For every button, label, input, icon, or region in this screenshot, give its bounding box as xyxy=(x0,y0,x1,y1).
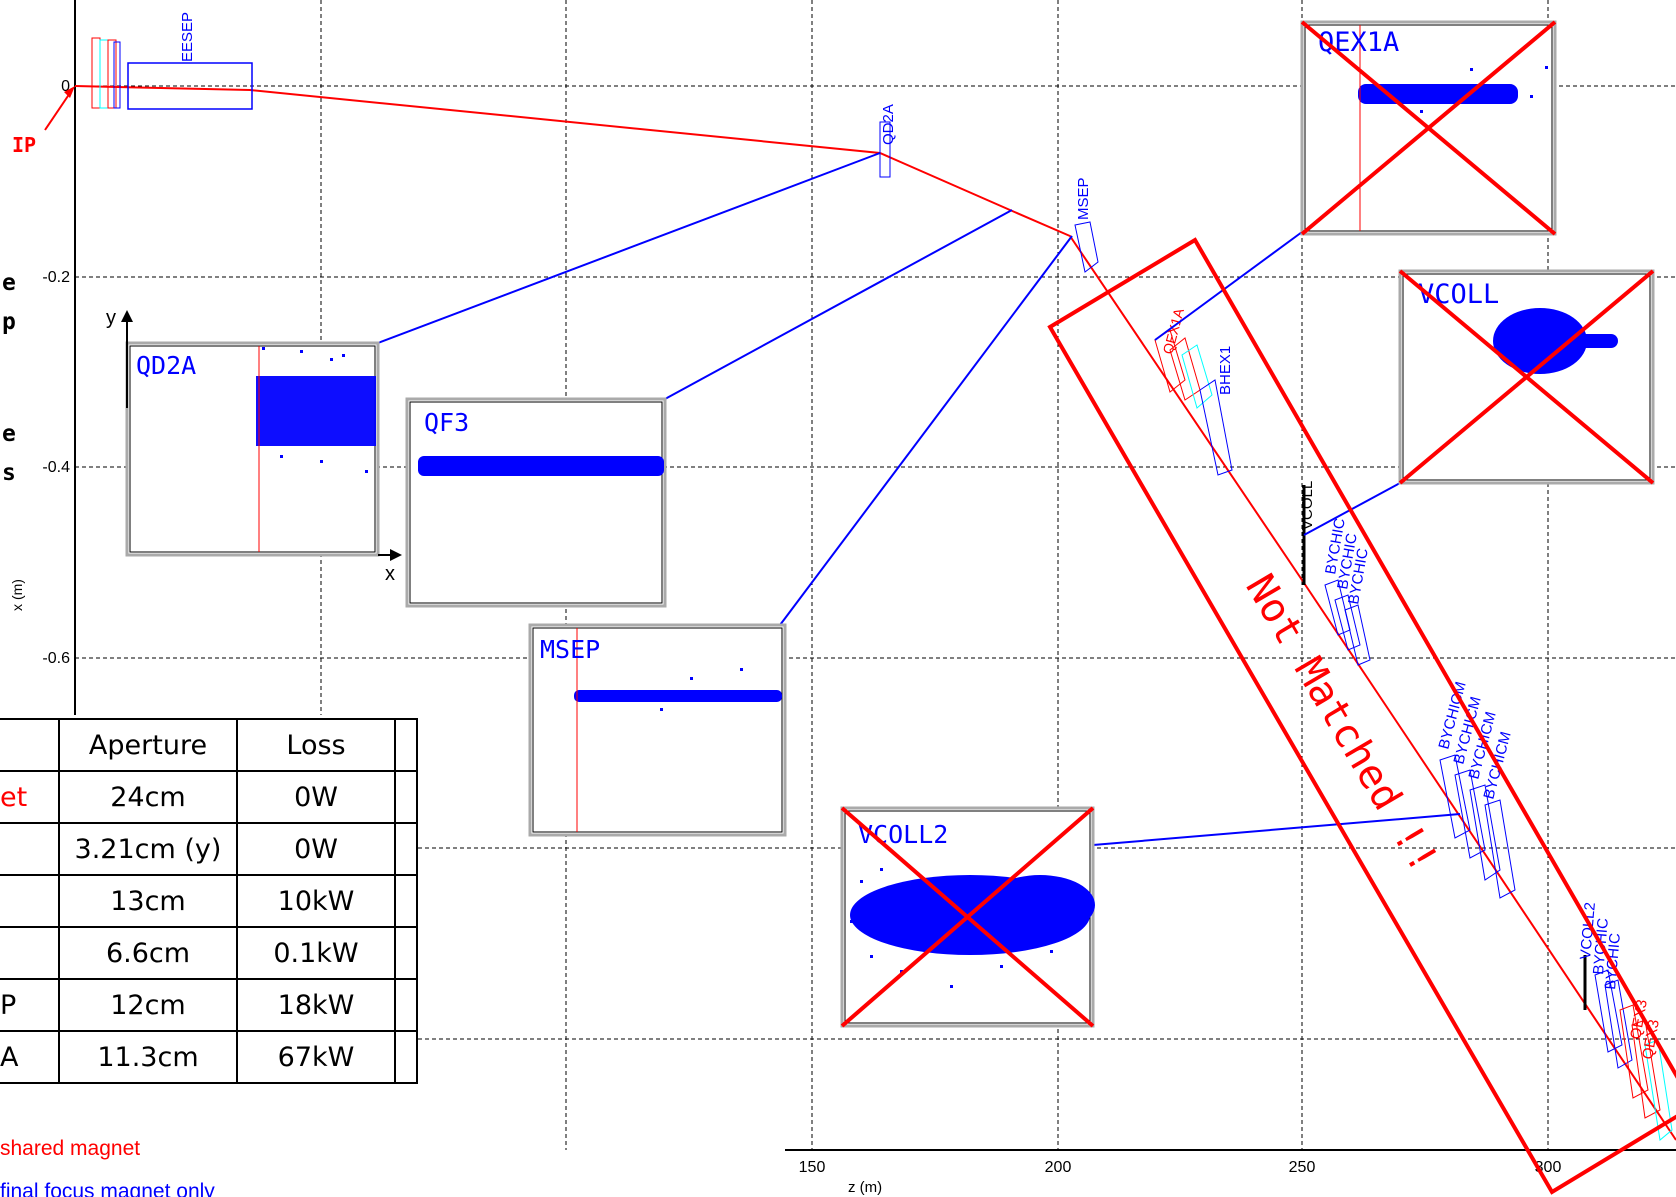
x-tick-label: 250 xyxy=(1289,1159,1316,1176)
table-row: 3.21cm (y) 0W xyxy=(0,822,418,876)
cross-mark xyxy=(1300,20,1557,236)
qex3-label: QEX3 xyxy=(1627,998,1651,1040)
svg-text:s: s xyxy=(2,460,16,486)
inset-vcoll2: VCOLL2 xyxy=(840,806,1095,1028)
table-cell-aperture: 12cm xyxy=(58,978,238,1032)
vcoll-element-label: VCOLL xyxy=(1299,481,1316,530)
msep-element: MSEP xyxy=(1074,177,1099,273)
qex3-label: QEX3 xyxy=(1639,1018,1663,1060)
table-cell-aperture: 13cm xyxy=(58,874,238,928)
table-cell-name: et xyxy=(0,770,60,824)
x-tick-label: 200 xyxy=(1045,1159,1072,1176)
ip-marker: IP xyxy=(12,86,75,157)
table-row: P 12cm 18kW xyxy=(0,978,418,1032)
table-spacer-cell xyxy=(394,822,418,876)
table-spacer-cell xyxy=(394,926,418,980)
table-cell-name: P xyxy=(0,978,60,1032)
connector-lines xyxy=(377,152,1461,846)
table-cell-name: A xyxy=(0,1030,60,1084)
table-header-cell: Loss xyxy=(236,718,396,772)
table-spacer-cell xyxy=(394,874,418,928)
legend-final-focus: final focus magnet only xyxy=(0,1180,215,1197)
x-tick-label: 150 xyxy=(799,1159,826,1176)
table-cell-name xyxy=(0,822,60,876)
ip-label: IP xyxy=(12,133,36,157)
table-cell-loss: 67kW xyxy=(236,1030,396,1084)
inset-msep: MSEP xyxy=(528,623,787,837)
y-tick-label: 0 xyxy=(61,78,70,95)
qd2a-element-label: QD2A xyxy=(880,104,897,145)
legend-shared: shared magnet xyxy=(0,1137,140,1160)
cross-mark xyxy=(840,806,1095,1028)
svg-text:e: e xyxy=(2,421,16,447)
table-cell-name xyxy=(0,926,60,980)
table-cell-aperture: 6.6cm xyxy=(58,926,238,980)
y-tick-label: -0.6 xyxy=(42,650,70,667)
inset-label: MSEP xyxy=(540,635,600,664)
table-row: et 24cm 0W xyxy=(0,770,418,824)
table-row: 6.6cm 0.1kW xyxy=(0,926,418,980)
qd2a-element: QD2A xyxy=(879,104,897,178)
inset-label: QD2A xyxy=(136,351,196,380)
left-notes: e p e s xyxy=(2,270,16,486)
table-row: A 11.3cm 67kW xyxy=(0,1030,418,1084)
inset-qf3: QF3 xyxy=(405,397,667,608)
table-cell-loss: 0W xyxy=(236,822,396,876)
ip-magnets: EESEP xyxy=(91,12,253,110)
table-header-row: Aperture Loss xyxy=(0,718,418,772)
table-header-cell xyxy=(0,718,60,772)
table-cell-loss: 0W xyxy=(236,770,396,824)
table-cell-loss: 18kW xyxy=(236,978,396,1032)
table-spacer-cell xyxy=(394,770,418,824)
bhex1-element-label: BHEX1 xyxy=(1217,346,1234,395)
svg-text:e: e xyxy=(2,270,16,296)
eesep-label: EESEP xyxy=(179,12,196,62)
table-cell-loss: 0.1kW xyxy=(236,926,396,980)
inset-qex1a: QEX1A xyxy=(1300,20,1557,236)
inset-label: QEX1A xyxy=(1318,27,1399,58)
legend: shared magnet final focus magnet only xyxy=(0,1137,215,1197)
cross-mark xyxy=(1398,269,1655,485)
msep-element-label: MSEP xyxy=(1075,177,1092,220)
aperture-loss-table: Aperture Loss et 24cm 0W 3.21cm (y) 0W 1… xyxy=(0,718,418,1084)
table-cell-aperture: 24cm xyxy=(58,770,238,824)
qex1a-element-label: QEX1A xyxy=(1159,306,1187,356)
table-spacer-cell xyxy=(394,1030,418,1084)
table-cell-name xyxy=(0,874,60,928)
inset-vcoll: VCOLL xyxy=(1398,269,1655,485)
inset-label: QF3 xyxy=(424,408,469,437)
table-header-cell: Aperture xyxy=(58,718,238,772)
table-cell-loss: 10kW xyxy=(236,874,396,928)
inset-label: VCOLL xyxy=(1418,279,1499,310)
table-cell-aperture: 11.3cm xyxy=(58,1030,238,1084)
inset-y-axis-label: y xyxy=(106,307,116,329)
table-spacer-cell xyxy=(394,978,418,1032)
inset-x-axis-label: x xyxy=(385,563,395,585)
y-axis-label: x (m) xyxy=(9,579,25,611)
vcoll2-qex3-group: VCOLL2 BYCHIC BYCHIC QEX3 QEX3 xyxy=(1577,902,1673,1141)
inset-qd2a: QD2A y x xyxy=(106,307,402,585)
beam-secondary xyxy=(1009,209,1071,237)
bychicm-group: BYCHICM BYCHICM BYCHICM BYCHICM xyxy=(1435,680,1516,899)
axes: 0 -0.2 -0.4 -0.6 x (m) 150 200 250 300 z… xyxy=(9,78,1561,1196)
table-spacer-cell xyxy=(394,718,418,772)
y-tick-label: -0.4 xyxy=(42,459,70,476)
y-tick-label: -0.2 xyxy=(42,269,70,286)
qex1a-group: QEX1A BHEX1 xyxy=(1154,306,1234,476)
table-row: 13cm 10kW xyxy=(0,874,418,928)
x-axis-label: z (m) xyxy=(848,1179,882,1196)
table-cell-aperture: 3.21cm (y) xyxy=(58,822,238,876)
svg-text:p: p xyxy=(2,309,16,335)
